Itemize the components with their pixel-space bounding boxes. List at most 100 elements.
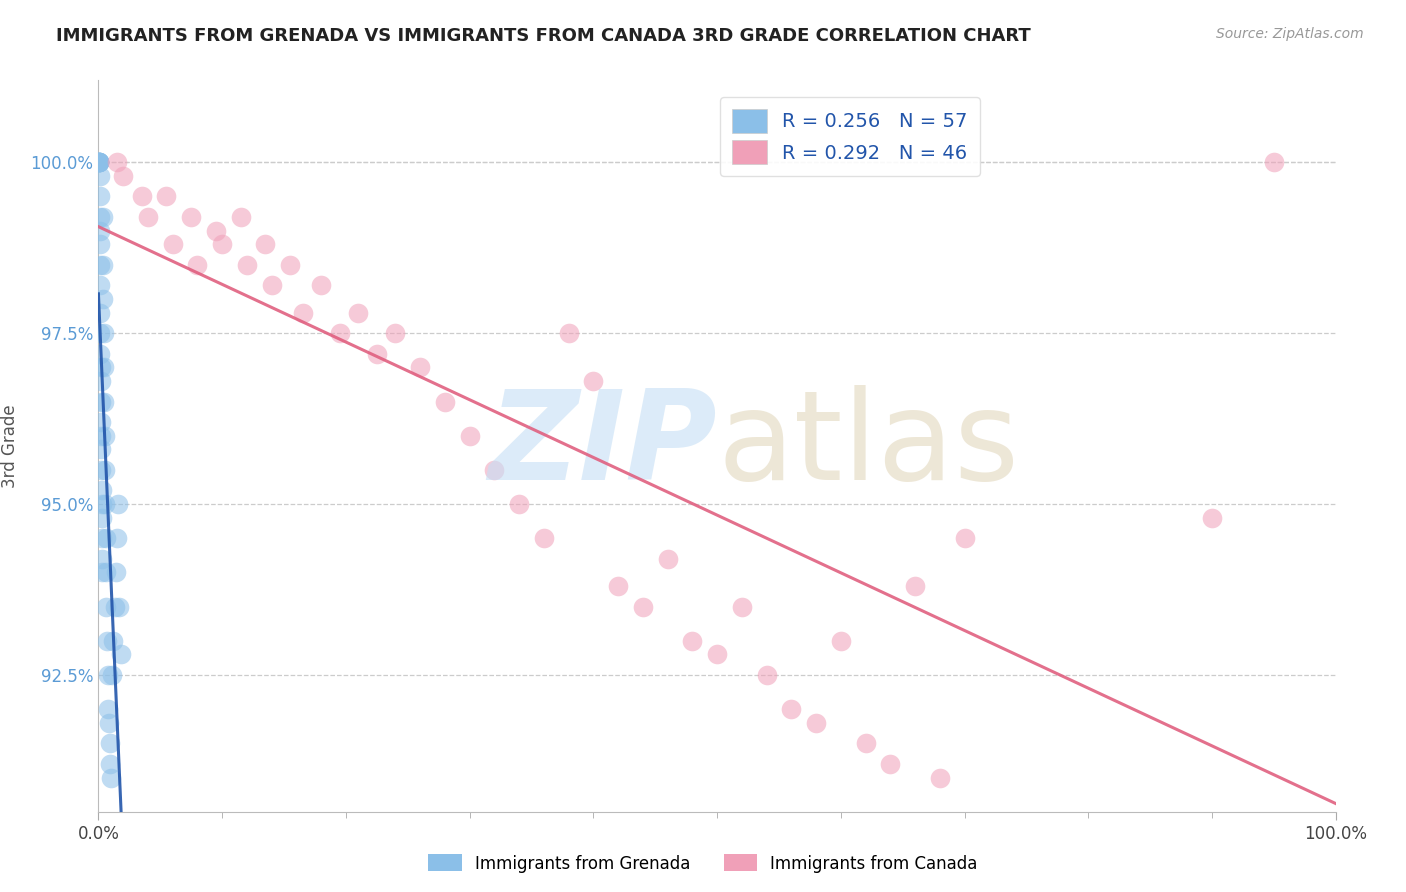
- Y-axis label: 3rd Grade: 3rd Grade: [1, 404, 20, 488]
- Legend: Immigrants from Grenada, Immigrants from Canada: Immigrants from Grenada, Immigrants from…: [422, 847, 984, 880]
- Point: [186, 258, 208, 272]
- Point: [90, 360, 112, 375]
- Point: [205, 224, 228, 238]
- Point: [131, 189, 153, 203]
- Point: [94, 531, 117, 545]
- Point: [329, 326, 352, 341]
- Point: [112, 169, 135, 183]
- Point: [89, 258, 111, 272]
- Point: [90, 510, 112, 524]
- Point: [91, 551, 114, 566]
- Point: [110, 648, 132, 662]
- Point: [928, 771, 950, 785]
- Point: [347, 306, 370, 320]
- Point: [162, 237, 184, 252]
- Point: [830, 633, 852, 648]
- Point: [108, 599, 131, 614]
- Point: [180, 210, 202, 224]
- Text: IMMIGRANTS FROM GRENADA VS IMMIGRANTS FROM CANADA 3RD GRADE CORRELATION CHART: IMMIGRANTS FROM GRENADA VS IMMIGRANTS FR…: [56, 27, 1031, 45]
- Point: [90, 463, 112, 477]
- Point: [254, 237, 277, 252]
- Point: [953, 531, 976, 545]
- Point: [458, 429, 481, 443]
- Point: [93, 292, 115, 306]
- Point: [366, 347, 388, 361]
- Point: [484, 463, 506, 477]
- Point: [90, 374, 112, 388]
- Point: [97, 715, 120, 730]
- Point: [384, 326, 406, 341]
- Point: [101, 668, 124, 682]
- Point: [89, 278, 111, 293]
- Text: Source: ZipAtlas.com: Source: ZipAtlas.com: [1216, 27, 1364, 41]
- Point: [89, 189, 111, 203]
- Point: [98, 756, 121, 771]
- Point: [96, 633, 118, 648]
- Point: [89, 155, 111, 169]
- Point: [90, 483, 112, 498]
- Point: [631, 599, 654, 614]
- Point: [89, 306, 111, 320]
- Point: [90, 442, 112, 457]
- Point: [93, 360, 115, 375]
- Point: [804, 715, 827, 730]
- Point: [291, 306, 314, 320]
- Point: [755, 668, 778, 682]
- Point: [91, 210, 114, 224]
- Point: [89, 347, 111, 361]
- Point: [89, 224, 111, 238]
- Point: [211, 237, 233, 252]
- Point: [94, 463, 117, 477]
- Point: [229, 210, 252, 224]
- Point: [107, 497, 129, 511]
- Point: [508, 497, 530, 511]
- Point: [855, 736, 877, 750]
- Point: [706, 648, 728, 662]
- Point: [97, 702, 120, 716]
- Point: [94, 497, 117, 511]
- Point: [731, 599, 754, 614]
- Point: [87, 155, 110, 169]
- Point: [309, 278, 332, 293]
- Point: [89, 326, 111, 341]
- Point: [557, 326, 579, 341]
- Point: [155, 189, 177, 203]
- Point: [90, 531, 112, 545]
- Legend: R = 0.256   N = 57, R = 0.292   N = 46: R = 0.256 N = 57, R = 0.292 N = 46: [720, 97, 980, 176]
- Point: [104, 566, 127, 580]
- Point: [98, 736, 121, 750]
- Point: [879, 756, 901, 771]
- Point: [87, 155, 110, 169]
- Point: [409, 360, 432, 375]
- Point: [89, 155, 111, 169]
- Point: [904, 579, 927, 593]
- Point: [533, 531, 555, 545]
- Point: [278, 258, 301, 272]
- Point: [93, 429, 115, 443]
- Point: [90, 415, 112, 429]
- Point: [103, 599, 125, 614]
- Point: [90, 394, 112, 409]
- Point: [94, 566, 117, 580]
- Point: [87, 155, 110, 169]
- Point: [96, 599, 118, 614]
- Point: [1201, 510, 1223, 524]
- Point: [90, 497, 112, 511]
- Point: [780, 702, 803, 716]
- Point: [90, 429, 112, 443]
- Point: [1263, 155, 1285, 169]
- Point: [89, 155, 111, 169]
- Point: [100, 771, 122, 785]
- Point: [93, 326, 115, 341]
- Point: [89, 210, 111, 224]
- Point: [260, 278, 283, 293]
- Point: [105, 155, 128, 169]
- Point: [89, 169, 111, 183]
- Point: [103, 633, 125, 648]
- Point: [105, 531, 128, 545]
- Point: [657, 551, 679, 566]
- Point: [91, 258, 114, 272]
- Point: [607, 579, 630, 593]
- Point: [87, 155, 110, 169]
- Point: [236, 258, 259, 272]
